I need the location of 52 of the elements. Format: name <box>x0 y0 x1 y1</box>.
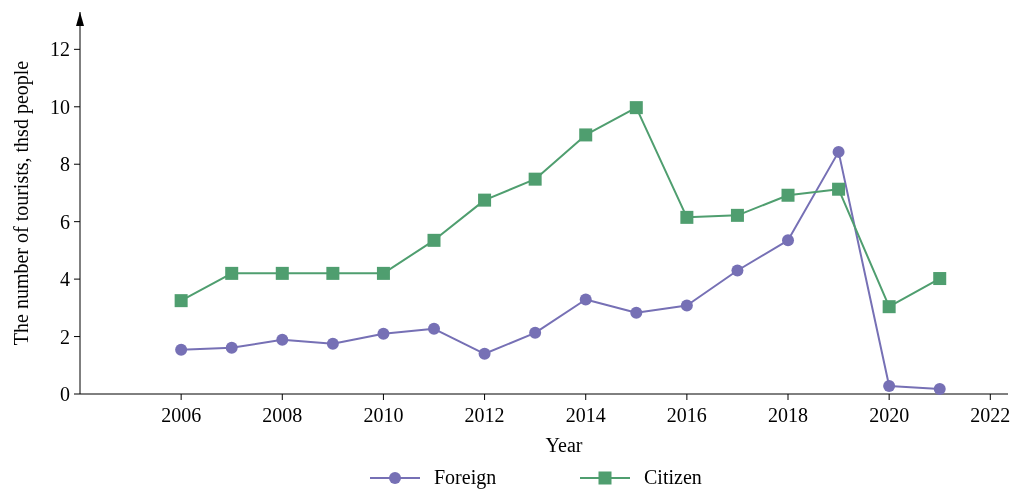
point <box>326 266 340 280</box>
point <box>528 172 542 186</box>
y-tick-label: 2 <box>60 325 70 348</box>
point <box>275 266 289 280</box>
x-tick-label: 2006 <box>161 404 202 426</box>
point <box>933 383 946 396</box>
point <box>680 210 694 224</box>
point <box>730 208 744 222</box>
point <box>782 234 795 247</box>
x-tick-label: 2020 <box>869 404 910 426</box>
point <box>377 327 390 340</box>
x-tick-label: 2010 <box>363 404 404 426</box>
x-tick-label: 2022 <box>970 404 1011 426</box>
y-tick-label: 6 <box>60 210 70 233</box>
x-tick-label: 2014 <box>565 404 606 426</box>
y-tick-label: 0 <box>60 383 70 405</box>
point <box>832 145 845 158</box>
point <box>529 326 542 339</box>
point <box>478 193 492 207</box>
point <box>680 299 693 312</box>
point <box>428 322 441 335</box>
y-tick-label: 12 <box>50 38 70 61</box>
x-tick-label: 2012 <box>464 404 505 426</box>
x-tick-label: 2016 <box>666 404 707 426</box>
point <box>225 341 238 354</box>
point <box>427 233 441 247</box>
point <box>225 266 239 280</box>
x-axis-title: Year <box>545 434 583 456</box>
point <box>174 294 188 308</box>
point <box>832 182 846 196</box>
point <box>478 347 491 360</box>
point <box>276 333 289 346</box>
y-tick-label: 8 <box>60 153 70 176</box>
point <box>731 264 744 277</box>
point <box>579 293 592 306</box>
y-tick-label: 10 <box>50 95 70 118</box>
point <box>579 128 593 142</box>
point <box>933 272 947 286</box>
y-axis-title: The number of tourists, thsd people <box>10 60 33 346</box>
point <box>175 343 188 356</box>
point <box>326 337 339 350</box>
point <box>882 300 896 314</box>
point <box>781 188 795 202</box>
point <box>630 306 643 319</box>
point <box>629 101 643 115</box>
point <box>883 379 896 392</box>
legend-label: Foreign <box>434 466 497 489</box>
legend-label: Citizen <box>644 466 702 488</box>
x-tick-label: 2008 <box>262 404 303 426</box>
point <box>376 266 390 280</box>
x-tick-label: 2018 <box>768 404 809 426</box>
y-tick-label: 4 <box>60 268 70 291</box>
